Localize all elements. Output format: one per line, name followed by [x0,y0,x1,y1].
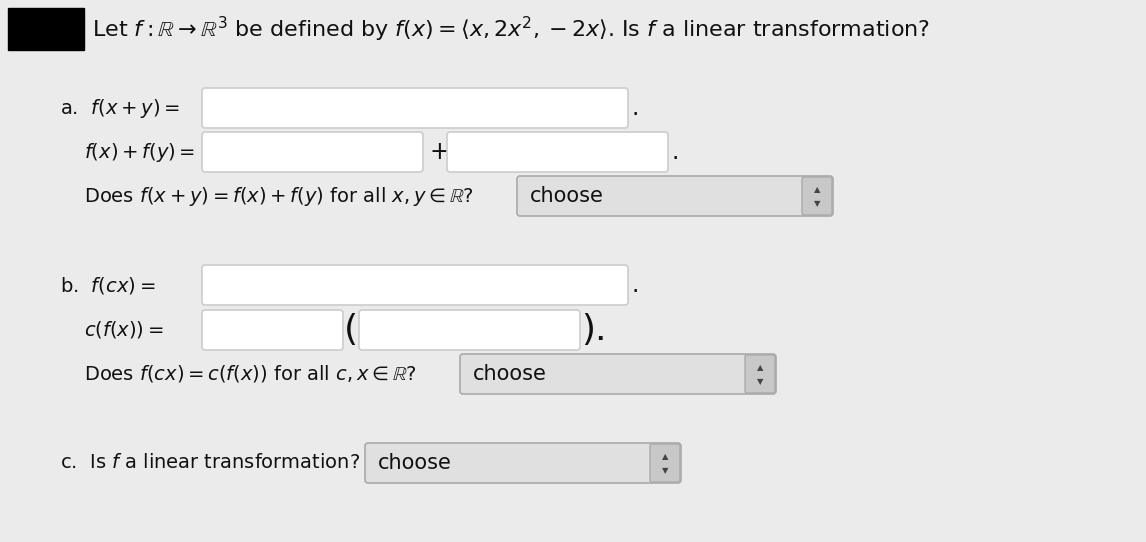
FancyBboxPatch shape [202,88,628,128]
Text: b.  $f(cx) =$: b. $f(cx) =$ [60,274,156,295]
Text: ▼: ▼ [756,377,763,386]
Text: .: . [672,140,678,164]
Text: (: ( [344,313,358,347]
Text: +: + [430,140,449,164]
FancyBboxPatch shape [802,177,832,215]
Text: Let $f : \mathbb{R} \rightarrow \mathbb{R}^3$ be defined by $f(x) = \langle x, 2: Let $f : \mathbb{R} \rightarrow \mathbb{… [92,15,931,43]
Text: .: . [631,96,638,120]
FancyBboxPatch shape [202,310,343,350]
Text: choose: choose [529,186,604,206]
Text: ▲: ▲ [756,363,763,372]
FancyBboxPatch shape [202,132,423,172]
Text: .: . [631,273,638,297]
FancyBboxPatch shape [517,176,833,216]
Text: a.  $f(x + y) =$: a. $f(x + y) =$ [60,96,180,119]
Text: ▼: ▼ [814,199,821,208]
FancyBboxPatch shape [460,354,776,394]
FancyBboxPatch shape [202,265,628,305]
Text: $c(f(x)) =$: $c(f(x)) =$ [84,319,164,340]
Text: ).: ). [581,313,606,347]
Text: Does $f(cx) = c(f(x))$ for all $c, x \in \mathbb{R}$?: Does $f(cx) = c(f(x))$ for all $c, x \in… [84,364,416,384]
FancyBboxPatch shape [447,132,668,172]
FancyBboxPatch shape [8,8,84,50]
FancyBboxPatch shape [364,443,681,483]
Text: $f(x) + f(y) =$: $f(x) + f(y) =$ [84,140,195,164]
Text: c.  Is $f$ a linear transformation?: c. Is $f$ a linear transformation? [60,454,360,473]
Text: choose: choose [473,364,547,384]
Text: Does $f(x + y) = f(x) + f(y)$ for all $x, y \in \mathbb{R}$?: Does $f(x + y) = f(x) + f(y)$ for all $x… [84,184,473,208]
Text: choose: choose [378,453,452,473]
FancyBboxPatch shape [650,444,680,482]
Text: ▲: ▲ [661,451,668,461]
Text: ▲: ▲ [814,185,821,193]
FancyBboxPatch shape [359,310,580,350]
FancyBboxPatch shape [745,355,775,393]
Text: ▼: ▼ [661,466,668,475]
